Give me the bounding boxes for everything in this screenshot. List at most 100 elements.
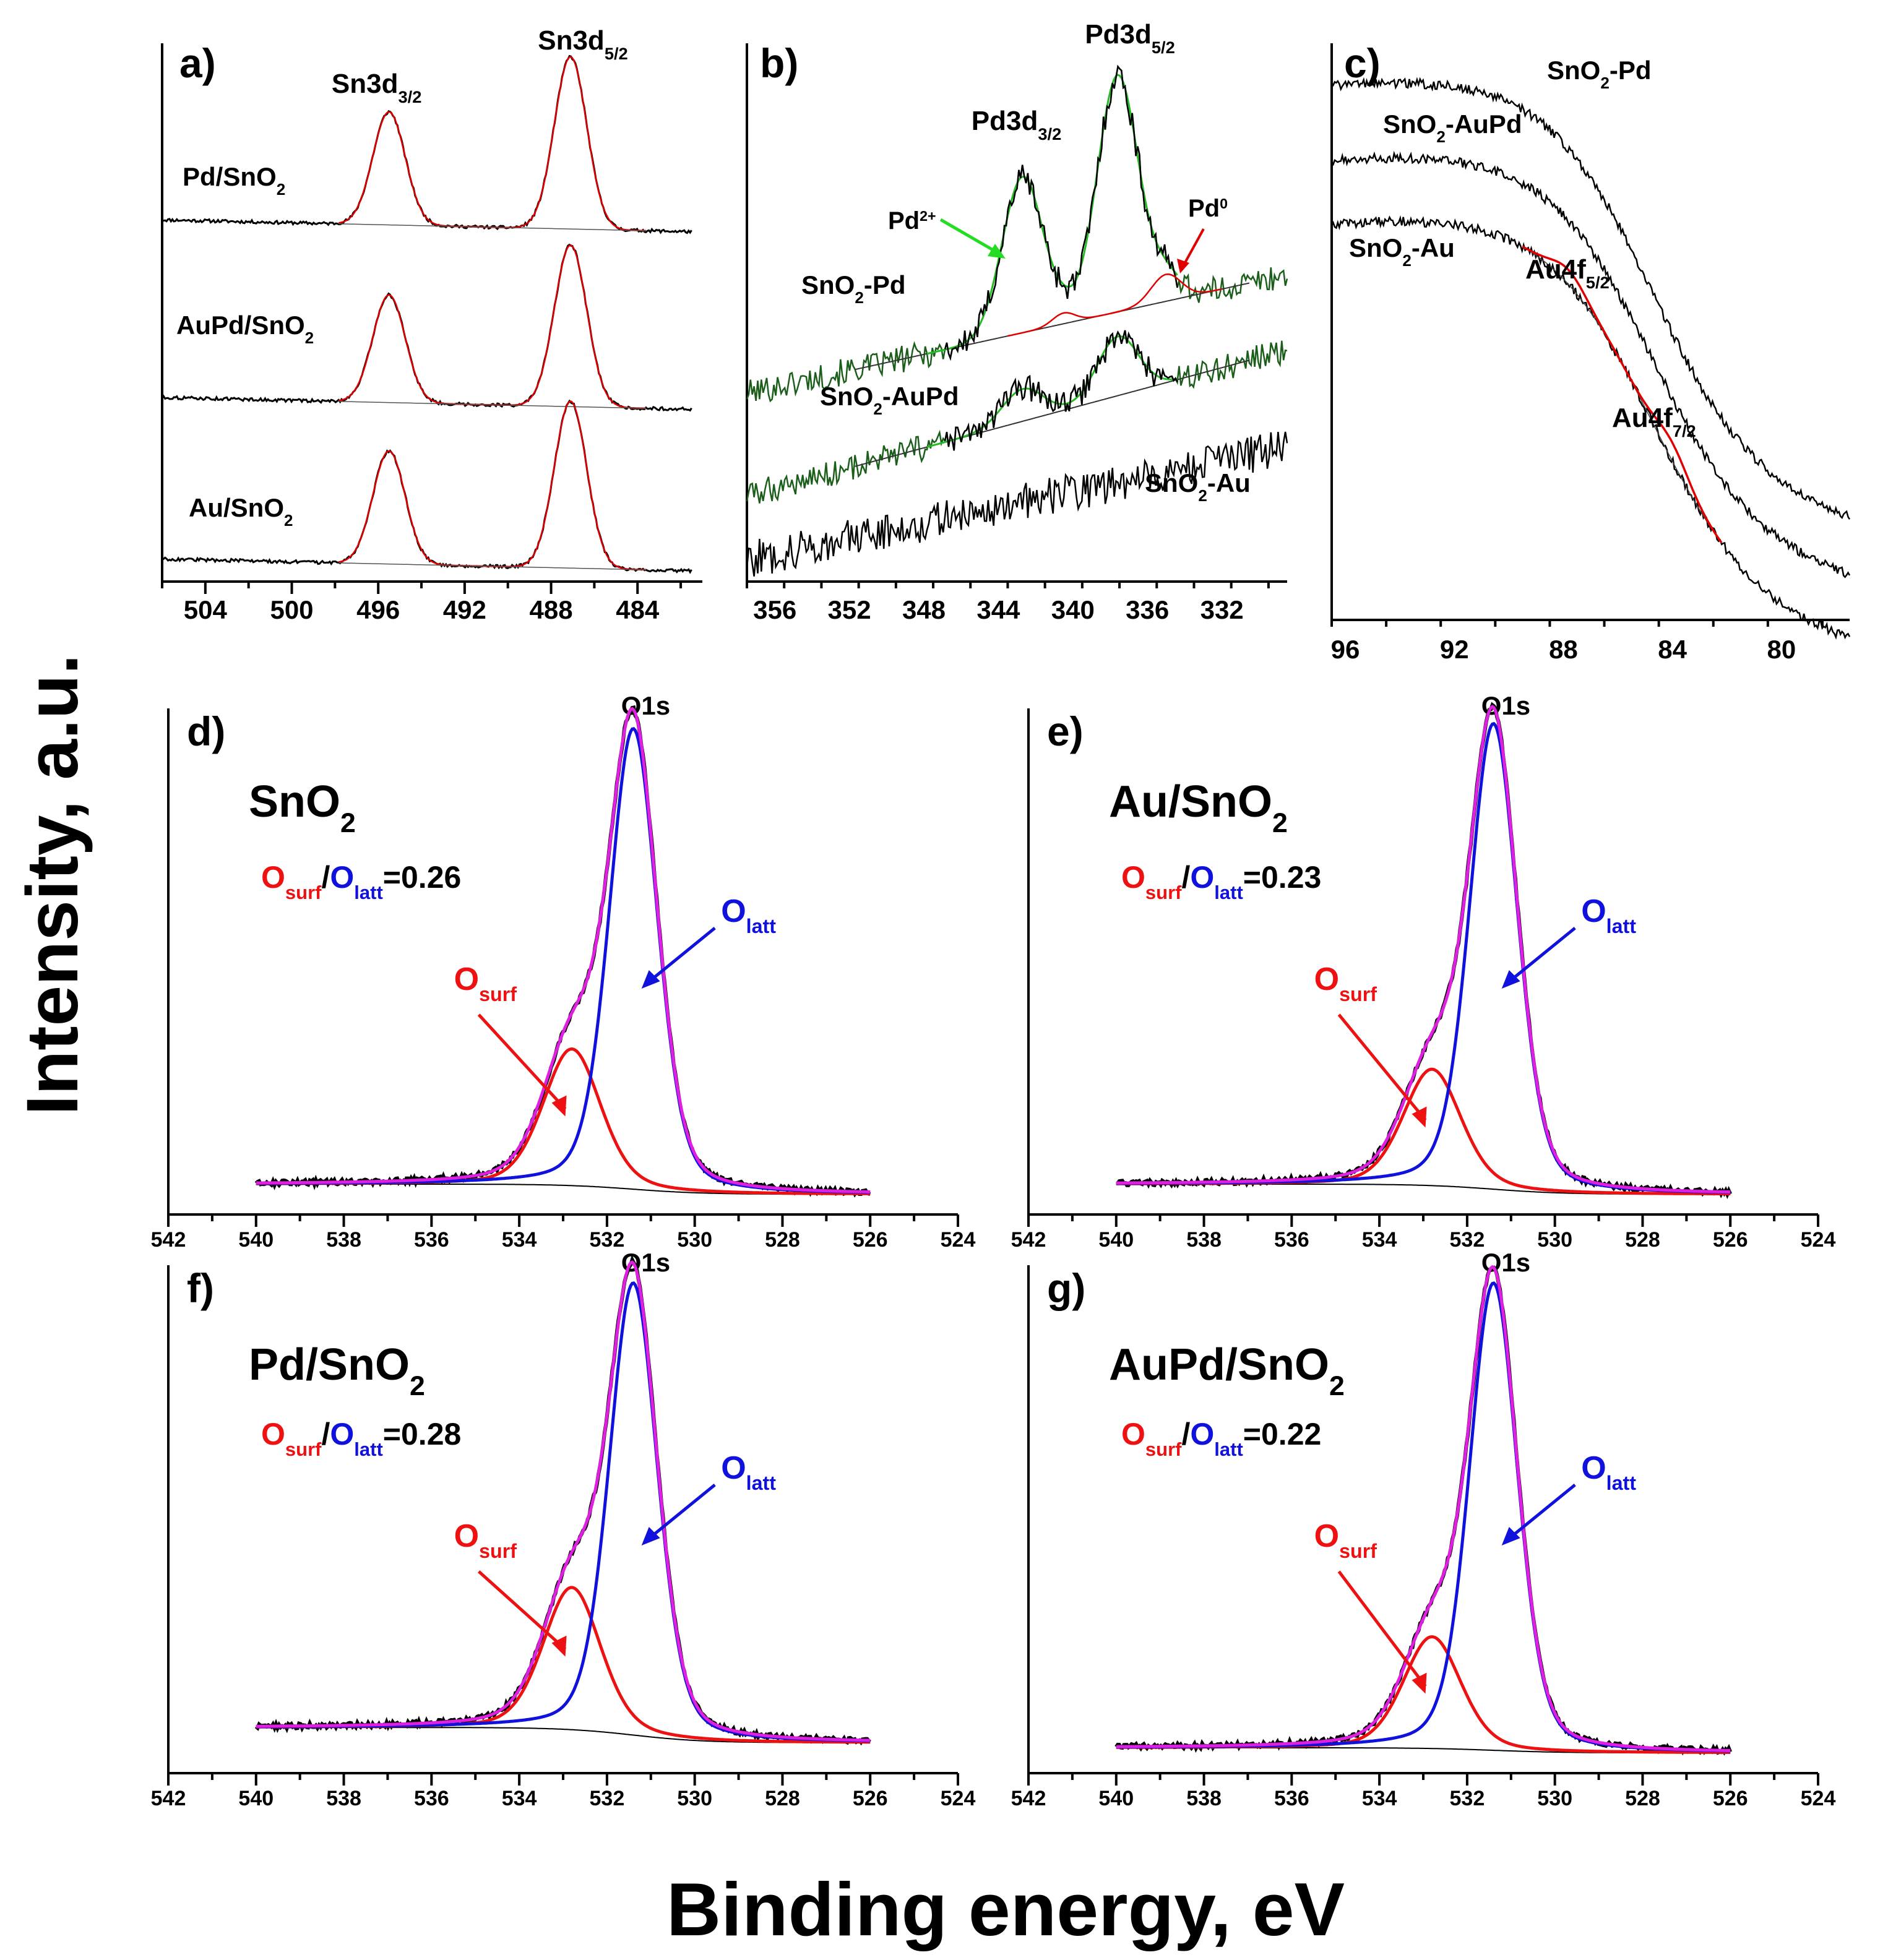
- x-tick-label: 504: [184, 595, 228, 624]
- x-tick-label: 540: [1098, 1228, 1134, 1252]
- o-latt-label: Olatt: [1581, 893, 1636, 937]
- x-tick-label: 532: [1450, 1787, 1485, 1810]
- sample-label: AuPd/SnO2: [176, 311, 314, 347]
- baseline-line: [855, 282, 1250, 371]
- x-tick-label: 538: [1186, 1228, 1222, 1252]
- annotation-arrowhead-pd0: [1177, 259, 1189, 273]
- x-tick-label: 536: [1274, 1787, 1309, 1810]
- x-tick-label: 84: [1658, 635, 1687, 664]
- o-surf-arrow: [477, 1570, 567, 1651]
- x-tick-label: 488: [530, 595, 573, 624]
- x-tick-label: 96: [1331, 635, 1360, 664]
- x-tick-label: 530: [1537, 1787, 1572, 1810]
- spectrum-peak-line: [944, 64, 1178, 361]
- x-tick-label: 526: [1713, 1228, 1748, 1252]
- x-tick-label: 348: [902, 595, 946, 624]
- x-tick-label: 524: [1801, 1787, 1836, 1810]
- panel-a: 504 500 496 492 488 484 a) Sn3d3/2 Sn3d5/2 Pd/SnO…: [161, 25, 702, 624]
- pd0-component-line: [1007, 311, 1120, 337]
- x-tick-label: 530: [677, 1787, 712, 1810]
- sample-label: SnO2-Pd: [1547, 56, 1651, 92]
- fit-line: [1522, 246, 1723, 544]
- annotation-arrowhead-pd2: [988, 244, 1006, 259]
- baseline-line: [338, 562, 646, 570]
- panel-label: b): [760, 40, 798, 86]
- panel-g: 542 540 538 536 534 532 530 528 526 524g)O1sAuPd/…: [1011, 1248, 1836, 1810]
- axes-root: 504 500 496 492 488 484 a) Sn3d3/2 Sn3d5/2 Pd/SnO…: [151, 19, 1851, 1810]
- x-tick-label: 524: [941, 1787, 976, 1810]
- envelope-fit-line: [256, 707, 871, 1193]
- panel-label: d): [187, 708, 225, 754]
- x-tick-label: 542: [1011, 1228, 1046, 1252]
- o-latt-arrowhead: [1501, 970, 1520, 989]
- x-tick-label: 524: [941, 1228, 976, 1252]
- o-latt-arrowhead: [641, 970, 660, 989]
- annotation-pd2: Pd2+: [888, 207, 936, 234]
- x-tick-label: 528: [1625, 1787, 1660, 1810]
- peak-label: Pd3d3/2: [972, 106, 1061, 144]
- x-tick-label: 542: [151, 1228, 186, 1252]
- panel-label: e): [1047, 708, 1084, 754]
- x-tick-label: 538: [326, 1787, 361, 1810]
- annotation-arrow-pd2: [939, 218, 1001, 256]
- o-surf-arrowhead: [551, 1095, 567, 1117]
- x-tick-label: 536: [414, 1787, 449, 1810]
- o-latt-label: Olatt: [1581, 1450, 1636, 1494]
- peak-label: Sn3d3/2: [332, 69, 421, 106]
- panel-d: 542 540 538 536 534 532 530 528 526 524d)O1sSnO2O…: [151, 691, 976, 1252]
- peak-label: Sn3d5/2: [538, 25, 627, 63]
- annotation-arrow-pd0: [1182, 228, 1205, 267]
- x-tick-label: 540: [238, 1228, 274, 1252]
- o-surf-arrowhead: [1412, 1106, 1427, 1128]
- o-latt-arrowhead: [641, 1527, 660, 1545]
- x-tick-label: 528: [765, 1228, 800, 1252]
- spectrum-line: [746, 431, 1288, 577]
- annotation-pd0: Pd0: [1188, 195, 1228, 222]
- x-tick-label: 534: [502, 1228, 537, 1252]
- sample-label: Au/SnO2: [189, 493, 293, 530]
- o-surf-label: Osurf: [1314, 1518, 1377, 1562]
- o-surf-label: Osurf: [454, 1518, 517, 1562]
- ratio-label: Osurf/Olatt=0.26: [261, 860, 461, 903]
- o-surf-arrow: [1337, 1013, 1427, 1122]
- baseline-line: [338, 223, 646, 231]
- panel-label: g): [1047, 1265, 1085, 1311]
- sample-label: Pd/SnO2: [249, 1340, 425, 1401]
- o-latt-arrowhead: [1501, 1527, 1520, 1545]
- x-tick-label: 500: [270, 595, 313, 624]
- x-tick-label: 538: [1186, 1787, 1222, 1810]
- panel-b: 356 352 348 344 340 336 332 b) Pd3d3/2 Pd3d5/2 SnO…: [746, 19, 1288, 624]
- x-tick-label: 532: [590, 1228, 625, 1252]
- sample-label: Au/SnO2: [1109, 777, 1288, 838]
- x-tick-label: 526: [853, 1787, 888, 1810]
- envelope-fit-line: [1116, 705, 1731, 1194]
- o-latt-arrow: [645, 1484, 716, 1542]
- sample-label: SnO2-AuPd: [820, 382, 959, 418]
- x-tick-label: 80: [1767, 635, 1796, 664]
- sample-label: Pd/SnO2: [183, 162, 285, 199]
- sample-label: SnO2-Au: [1349, 233, 1455, 270]
- baseline-line: [338, 401, 646, 409]
- panel-label: a): [179, 40, 216, 86]
- baseline-line: [855, 359, 1250, 467]
- o-latt-label: Olatt: [721, 893, 776, 937]
- x-tick-label: 88: [1549, 635, 1578, 664]
- panel-label: f): [187, 1265, 214, 1311]
- envelope-fit-line: [256, 1260, 871, 1742]
- x-tick-label: 332: [1200, 595, 1244, 624]
- o-latt-arrow: [645, 927, 716, 985]
- o-surf-arrow: [1337, 1570, 1427, 1688]
- x-tick-label: 530: [1537, 1228, 1572, 1252]
- x-tick-label: 534: [1362, 1228, 1397, 1252]
- sample-label: SnO2: [249, 777, 356, 838]
- x-tick-label: 538: [326, 1228, 361, 1252]
- o-latt-arrow: [1506, 1484, 1576, 1542]
- o-surf-label: Osurf: [1314, 961, 1377, 1005]
- x-tick-label: 92: [1440, 635, 1469, 664]
- spectrum-line: [1330, 77, 1851, 520]
- o-latt-label: Olatt: [721, 1450, 776, 1494]
- panel-c: 96 92 88 84 80 c) SnO2-Pd SnO2-AuPd SnO2-Au Au4f5…: [1330, 40, 1851, 664]
- spectrum-peak-line: [944, 330, 1178, 451]
- panel-f: 542 540 538 536 534 532 530 528 526 524f)O1sPd/Sn…: [151, 1248, 976, 1810]
- x-tick-label: 536: [414, 1228, 449, 1252]
